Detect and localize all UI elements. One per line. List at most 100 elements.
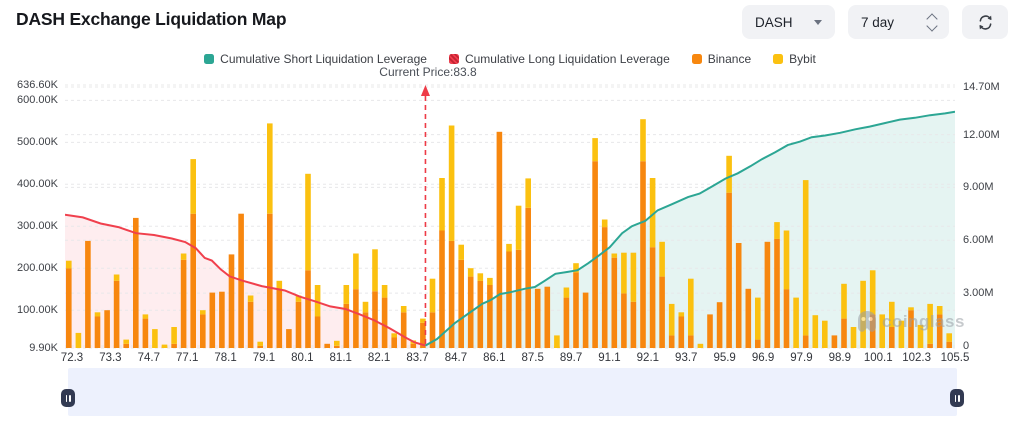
binance-bar <box>841 318 847 348</box>
x-tick: 77.1 <box>175 352 199 364</box>
x-tick: 73.3 <box>99 352 122 364</box>
y-left-tick: 200.00K <box>17 262 58 275</box>
bybit-bar <box>267 123 273 214</box>
y-left-tick: 100.00K <box>17 304 58 317</box>
binance-bar <box>142 318 149 348</box>
bybit-bar <box>946 333 952 342</box>
legend-item[interactable]: Cumulative Short Liquidation Leverage <box>204 52 427 66</box>
legend-marker-icon <box>204 54 215 64</box>
range-slider-left-handle[interactable] <box>61 389 75 407</box>
y-right-tick: 6.00M <box>963 234 994 247</box>
binance-bar <box>659 276 665 348</box>
bybit-bar <box>180 253 187 260</box>
period-select[interactable]: 7 day <box>848 5 949 39</box>
bybit-bar <box>841 283 847 319</box>
bybit-bar <box>113 274 120 281</box>
header-controls: DASH 7 day <box>742 5 1008 39</box>
binance-bar <box>755 339 761 348</box>
x-tick: 82.1 <box>367 352 391 364</box>
bybit-bar <box>200 310 206 315</box>
bybit-bar <box>697 343 704 348</box>
bybit-bar <box>429 278 436 313</box>
binance-bar <box>85 240 91 348</box>
x-tick: 80.1 <box>291 352 314 364</box>
bybit-bar <box>353 253 359 290</box>
x-tick: 93.7 <box>675 352 698 364</box>
chevron-down-icon <box>814 19 822 25</box>
bybit-bar <box>372 249 378 292</box>
binance-bar <box>429 312 436 348</box>
binance-bar <box>831 335 838 348</box>
symbol-select[interactable]: DASH <box>742 5 835 39</box>
bybit-bar <box>908 307 914 311</box>
binance-bar <box>668 335 675 348</box>
bybit-bar <box>936 306 943 315</box>
binance-bar <box>343 303 350 348</box>
binance-bar <box>745 288 752 348</box>
x-tick: 105.5 <box>940 352 970 364</box>
binance-bar <box>506 251 512 348</box>
binance-bar <box>257 345 263 348</box>
bybit-bar <box>400 306 407 313</box>
bybit-bar <box>257 341 263 346</box>
bybit-bar <box>850 327 857 348</box>
bybit-bar <box>362 301 369 313</box>
legend-marker-icon <box>691 54 702 64</box>
y-right-tick: 14.70M <box>963 81 1000 93</box>
x-tick: 74.7 <box>137 352 160 364</box>
bybit-bar <box>927 303 933 344</box>
bybit-bar <box>688 278 694 336</box>
binance-bar <box>592 161 598 348</box>
chart-legend: Cumulative Short Liquidation Leverage Cum… <box>65 52 955 66</box>
binance-bar <box>640 161 646 348</box>
y-right-tick: 9.00M <box>963 181 994 194</box>
x-tick: 96.9 <box>751 352 775 364</box>
liquidation-chart-plot[interactable] <box>65 84 955 350</box>
bybit-bar <box>66 260 72 269</box>
binance-bar <box>295 301 302 348</box>
binance-bar <box>123 343 129 348</box>
y-left-tick: 636.60K <box>17 79 58 91</box>
binance-bar <box>362 312 369 348</box>
binance-bar <box>353 289 359 348</box>
bybit-bar <box>94 312 101 317</box>
symbol-select-value: DASH <box>755 14 793 30</box>
binance-bar <box>621 293 627 348</box>
binance-bar <box>247 301 254 348</box>
binance-bar <box>601 227 608 348</box>
bybit-bar <box>822 320 828 348</box>
binance-bar <box>267 213 273 348</box>
bybit-bar <box>601 219 608 228</box>
x-tick: 100.1 <box>863 352 893 364</box>
binance-bar <box>190 213 196 348</box>
binance-bar <box>410 343 417 348</box>
legend-item[interactable]: Binance <box>691 52 752 66</box>
bybit-bar <box>678 312 685 317</box>
bybit-bar <box>793 297 799 348</box>
binance-bar <box>458 259 464 348</box>
bybit-bar <box>467 268 474 277</box>
bybit-bar <box>860 280 866 348</box>
bybit-bar <box>477 273 484 281</box>
binance-bar <box>936 314 943 348</box>
binance-bar <box>783 289 790 348</box>
binance-bar <box>525 207 531 348</box>
legend-item[interactable]: Bybit <box>773 52 816 66</box>
legend-label: Binance <box>707 52 752 66</box>
range-slider-track[interactable] <box>68 368 957 416</box>
refresh-button[interactable] <box>962 5 1008 39</box>
x-tick: 89.7 <box>559 352 583 364</box>
legend-item[interactable]: Cumulative Long Liquidation Leverage <box>448 52 670 66</box>
cumulative-long-line <box>65 213 426 347</box>
y-right-tick: 3.00M <box>963 287 994 300</box>
bybit-bar <box>573 263 579 273</box>
x-tick: 86.1 <box>483 352 506 364</box>
bybit-bar <box>563 287 570 298</box>
range-slider-right-handle[interactable] <box>950 389 964 407</box>
legend-marker-icon <box>773 54 784 64</box>
bybit-bar <box>640 119 646 162</box>
x-tick: 102.3 <box>902 352 931 364</box>
drag-handle-icon <box>954 394 956 402</box>
x-tick: 72.3 <box>60 352 84 364</box>
